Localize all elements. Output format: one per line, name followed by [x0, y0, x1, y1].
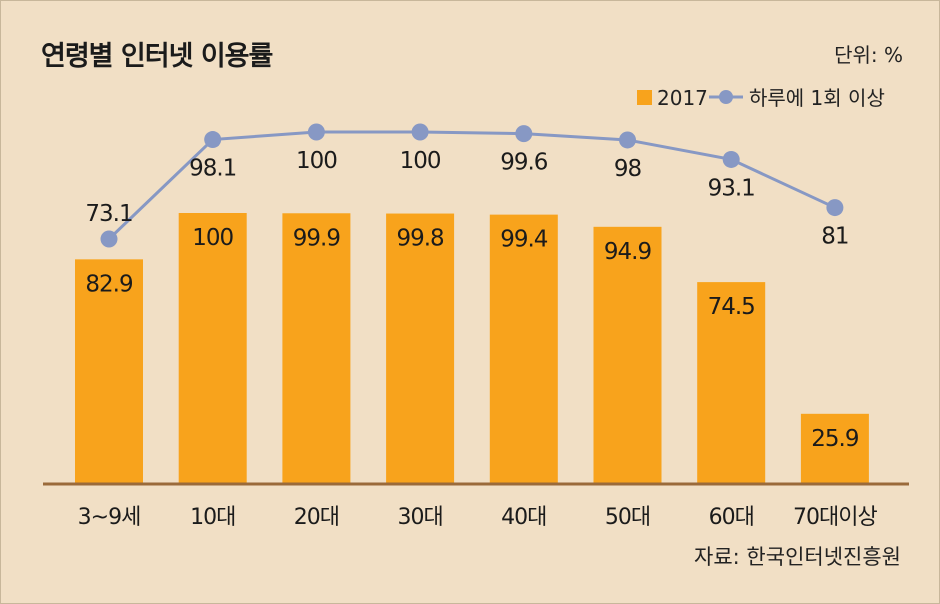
- unit-label: 단위: %: [834, 43, 903, 67]
- legend-bar-swatch: [637, 90, 652, 105]
- line-point-6: [722, 150, 740, 168]
- line-value-label-7: 81: [821, 224, 848, 250]
- category-label-0: 3~9세: [78, 505, 141, 530]
- category-label-5: 50대: [605, 505, 650, 530]
- line-layer: [100, 123, 844, 248]
- labels-layer: 82.9 3~9세 100 10대 99.9 20대 99.8 30대 99.4 40대 94.9 5…: [78, 148, 879, 530]
- bar-value-label-3: 99.8: [396, 226, 444, 252]
- category-label-7: 70대이상: [793, 505, 877, 530]
- bar-3: [386, 213, 455, 485]
- source-note: 자료: 한국인터넷진흥원: [694, 545, 901, 569]
- category-label-1: 10대: [190, 505, 235, 530]
- chart-title: 연령별 인터넷 이용률: [41, 41, 273, 72]
- bar-value-label-0: 82.9: [85, 271, 133, 297]
- bar-6: [697, 282, 766, 484]
- line-point-0: [100, 230, 118, 248]
- line-point-4: [515, 125, 533, 143]
- bar-0: [75, 259, 143, 484]
- line-value-label-6: 93.1: [708, 175, 755, 201]
- category-label-4: 40대: [501, 505, 546, 530]
- legend: 2017 하루에 1회 이상: [637, 86, 885, 110]
- line-series-path: [107, 130, 836, 241]
- bar-4: [489, 214, 558, 484]
- line-point-3: [411, 123, 429, 141]
- bar-7: [800, 413, 869, 484]
- line-value-label-2: 100: [296, 148, 337, 174]
- line-point-2: [307, 123, 325, 141]
- category-label-6: 60대: [709, 505, 754, 530]
- bar-value-label-2: 99.9: [293, 225, 341, 251]
- line-value-label-4: 99.6: [500, 150, 548, 176]
- bar-value-label-7: 25.9: [811, 426, 859, 452]
- line-point-5: [619, 131, 636, 149]
- line-value-label-0: 73.1: [85, 201, 132, 227]
- line-value-label-5: 98: [614, 156, 642, 182]
- bar-value-label-5: 94.9: [604, 239, 652, 265]
- legend-line-marker: [719, 90, 733, 104]
- bars-layer: [75, 213, 869, 485]
- line-point-7: [826, 199, 844, 217]
- bar-1: [178, 213, 247, 484]
- category-label-3: 30대: [397, 505, 442, 530]
- bar-5: [593, 226, 662, 485]
- bar-value-label-6: 74.5: [708, 294, 755, 320]
- line-value-label-3: 100: [400, 148, 441, 174]
- bar-value-label-4: 99.4: [500, 227, 548, 253]
- legend-line-label: 하루에 1회 이상: [749, 86, 885, 110]
- bar-value-label-1: 100: [192, 225, 233, 251]
- line-point-1: [204, 131, 222, 149]
- legend-bar-label: 2017: [657, 86, 708, 110]
- bar-2: [282, 213, 351, 484]
- line-value-label-1: 98.1: [189, 156, 236, 182]
- category-label-2: 20대: [294, 505, 339, 530]
